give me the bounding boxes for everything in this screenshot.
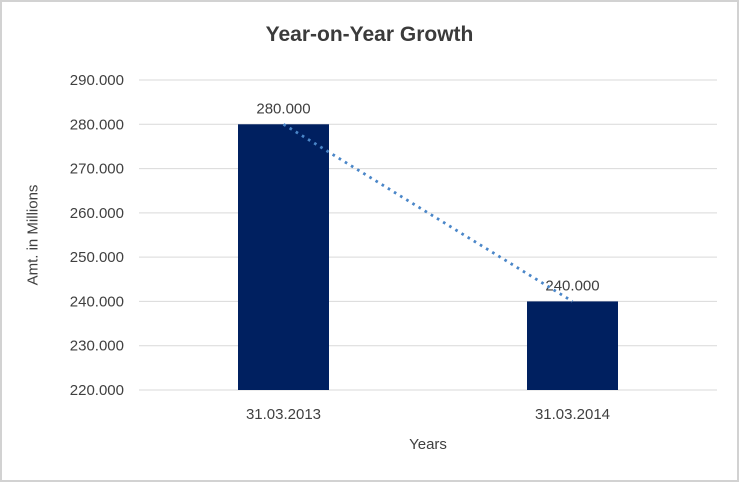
x-tick-label: 31.03.2013	[246, 406, 321, 423]
y-tick-label: 280.000	[70, 116, 124, 133]
y-tick-label: 230.000	[70, 338, 124, 355]
y-tick-label: 250.000	[70, 249, 124, 266]
y-tick-label: 220.000	[70, 382, 124, 399]
y-tick-label: 260.000	[70, 205, 124, 222]
x-axis-title: Years	[409, 436, 447, 453]
bar	[527, 301, 618, 390]
y-tick-label: 240.000	[70, 293, 124, 310]
trendline	[282, 123, 574, 303]
y-tick-label: 270.000	[70, 161, 124, 178]
x-tick-label: 31.03.2014	[535, 406, 610, 423]
bar	[238, 124, 329, 391]
chart-title: Year-on-Year Growth	[265, 23, 474, 46]
bar-data-label: 240.000	[545, 277, 599, 294]
y-tick-label: 290.000	[70, 72, 124, 89]
bar-data-label: 280.000	[256, 100, 310, 117]
